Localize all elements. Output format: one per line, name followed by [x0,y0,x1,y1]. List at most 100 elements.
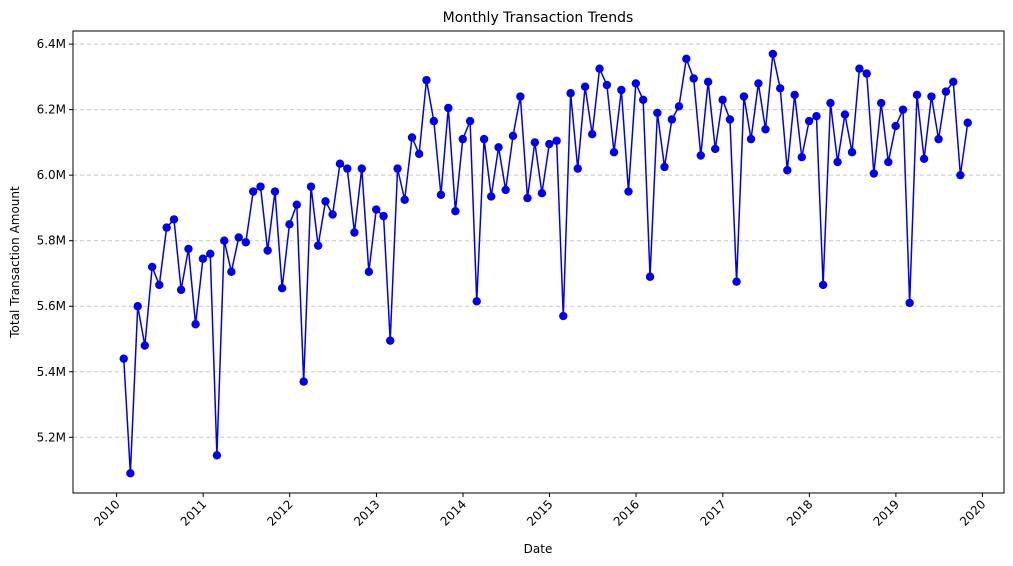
data-point [256,182,265,191]
data-point [393,164,402,173]
data-point [595,64,604,73]
data-point [119,354,128,363]
data-point [559,311,568,321]
y-tick-label: 6.0M [37,168,66,182]
series-layer [119,49,972,478]
data-point [414,149,424,159]
data-point [422,75,431,85]
data-point [277,284,287,293]
data-point [602,80,612,90]
data-point [516,92,525,101]
data-point [299,377,308,386]
data-point [508,131,518,141]
data-point [212,451,222,460]
data-point [350,228,359,237]
data-point [732,277,741,286]
data-point [746,134,756,144]
data-point [537,188,547,198]
data-point [270,187,280,196]
data-point [400,195,409,204]
data-point [487,192,496,201]
data-point [833,157,842,167]
data-point [884,157,893,167]
data-point [545,139,554,149]
data-point [739,92,749,101]
data-point [631,79,641,88]
data-point [761,125,770,134]
data-point [609,148,619,157]
data-point [689,74,698,83]
data-point [660,162,669,172]
data-point [725,115,735,124]
data-point [306,182,316,191]
data-point [248,187,258,196]
data-point [588,130,597,139]
y-tick-label: 6.4M [37,37,66,51]
data-point [876,98,886,108]
data-point [927,92,936,101]
data-point [479,134,489,144]
data-point [444,103,453,113]
data-point [905,298,914,308]
data-point [797,152,806,162]
data-point [234,233,243,242]
data-point [451,207,460,216]
data-point [407,133,417,142]
data-point [840,110,850,119]
data-point [573,164,582,173]
data-point [790,90,799,100]
x-axis-title: Date [524,542,553,556]
data-point [220,236,229,245]
y-tick-label: 6.2M [37,103,66,117]
data-point [862,69,871,78]
y-axis-title: Total Transaction Amount [8,186,22,339]
data-point [703,77,713,86]
data-point [364,267,374,277]
data-point [147,262,157,272]
data-point [580,82,590,91]
data-point [494,143,503,152]
data-point [674,102,684,111]
data-point [682,54,691,64]
data-point [566,89,575,98]
data-point [812,111,821,121]
data-point [956,170,965,180]
data-point [934,134,943,144]
data-point [206,249,215,259]
data-point [335,159,345,168]
y-tick-label: 5.6M [37,299,66,313]
data-point [429,116,439,126]
data-point [184,244,193,254]
data-point [949,77,958,86]
data-point [768,49,778,59]
data-point [530,138,540,147]
data-point [198,254,208,263]
data-point [386,336,395,345]
data-point [285,220,294,229]
chart-title: Monthly Transaction Trends [443,10,634,26]
data-point [912,90,922,100]
data-point [919,154,929,163]
data-point [321,197,330,206]
data-point [328,210,337,219]
data-point [818,280,828,290]
data-point [436,190,446,200]
data-point [941,87,951,96]
data-point [133,302,142,311]
data-point [263,246,272,255]
data-point [501,185,510,195]
data-point [783,166,792,175]
data-point [667,115,677,124]
data-point [804,116,814,126]
data-point [343,164,352,173]
data-point [241,238,251,247]
data-point [638,95,648,105]
data-point [191,320,200,329]
data-point [826,98,835,108]
data-point [645,272,655,281]
data-point [292,200,301,209]
data-point [653,108,662,118]
data-point [169,215,179,224]
